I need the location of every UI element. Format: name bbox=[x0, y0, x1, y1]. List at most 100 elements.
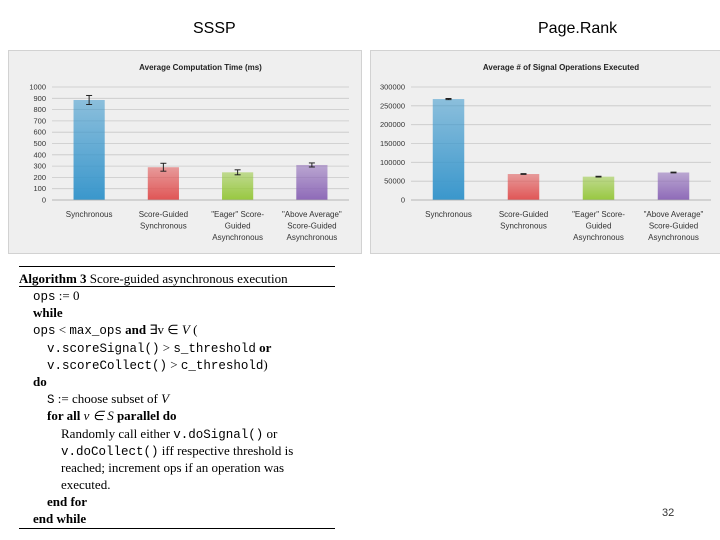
category-label-line: "Above Average" bbox=[282, 210, 342, 219]
category-label: Score-Guided Synchronous bbox=[499, 210, 548, 231]
y-tick-label: 700 bbox=[33, 116, 46, 125]
bar bbox=[147, 167, 179, 200]
sssp-computation-time-chart: Average Computation Time (ms) 0 100 200 300 4… bbox=[8, 50, 362, 254]
chart-title: Average # of Signal Operations Executed bbox=[483, 63, 639, 72]
algo-line-8: for all v ∈ S parallel do bbox=[19, 407, 293, 424]
y-tick-label: 100 bbox=[33, 184, 46, 193]
sssp-title: SSSP bbox=[193, 20, 236, 37]
algorithm-bottom-rule bbox=[19, 528, 335, 529]
y-tick-label: 600 bbox=[33, 128, 46, 137]
bar bbox=[657, 172, 690, 200]
algorithm-lines: ops := 0 while ops < max_ops and ∃v ∈ V … bbox=[19, 287, 293, 528]
category-label: Score-Guided Synchronous bbox=[139, 210, 188, 231]
kw-while: while bbox=[33, 305, 63, 321]
bar bbox=[432, 99, 465, 200]
or-text: or bbox=[266, 425, 278, 441]
y-tick-label: 200 bbox=[33, 173, 46, 182]
y-tick-label: 800 bbox=[33, 105, 46, 114]
category-label-line: Asynchronous bbox=[648, 233, 699, 242]
call-do-signal: v.doSignal() bbox=[173, 427, 264, 442]
category-label-line: Synchronous bbox=[425, 210, 472, 219]
algo-line-5: v.scoreCollect() > c_threshold) bbox=[19, 356, 293, 373]
algorithm-title: Score-guided asynchronous execution bbox=[89, 271, 288, 286]
kw-and: and bbox=[125, 322, 147, 338]
category-label-line: Score-Guided bbox=[287, 222, 336, 231]
category-label: "Above Average" Score-Guided Asynchronous bbox=[282, 210, 342, 242]
category-label-line: Asynchronous bbox=[573, 233, 624, 242]
var-V: V bbox=[181, 322, 190, 338]
var-max-ops: max_ops bbox=[69, 324, 122, 339]
category-label-line: Synchronous bbox=[500, 222, 547, 231]
category-label-line: Asynchronous bbox=[287, 233, 338, 242]
op-less-than: < bbox=[58, 322, 67, 338]
algo-line-13: end for bbox=[19, 493, 293, 510]
y-tick-label: 0 bbox=[401, 196, 405, 205]
y-tick-label: 300 bbox=[33, 162, 46, 171]
y-tick-label: 1000 bbox=[29, 83, 46, 92]
sssp-chart-svg: Average Computation Time (ms) 0 100 200 300 4… bbox=[29, 63, 349, 242]
algo-line-14: end while bbox=[19, 510, 293, 527]
randomly-call-text: Randomly call either bbox=[61, 425, 171, 441]
category-label: Synchronous bbox=[425, 210, 472, 219]
y-tick-label: 300000 bbox=[380, 83, 405, 92]
category-label-line: "Above Average" bbox=[644, 210, 704, 219]
algo-line-4: v.scoreSignal() > s_threshold or bbox=[19, 339, 293, 356]
var-s-threshold: s_threshold bbox=[173, 341, 256, 356]
op-greater-than: > bbox=[162, 339, 171, 355]
open-paren: ( bbox=[193, 322, 198, 338]
bar bbox=[507, 174, 540, 200]
call-score-collect: v.scoreCollect() bbox=[47, 358, 168, 373]
algorithm-caption-rule bbox=[19, 286, 335, 287]
y-tick-label: 0 bbox=[42, 196, 46, 205]
category-label-line: Score-Guided bbox=[499, 210, 548, 219]
y-tick-label: 400 bbox=[33, 150, 46, 159]
y-tick-label: 500 bbox=[33, 139, 46, 148]
algo-line-9: Randomly call either v.doSignal() or bbox=[19, 425, 293, 442]
algorithm-block: Algorithm 3 Score-guided asynchronous ex… bbox=[19, 266, 335, 530]
op-greater-than-2: > bbox=[170, 356, 178, 372]
category-label-line: Synchronous bbox=[140, 222, 187, 231]
pagerank-chart-svg: Average # of Signal Operations Executed 0… bbox=[380, 63, 711, 242]
algo-line-6: do bbox=[19, 373, 293, 390]
chart-title: Average Computation Time (ms) bbox=[139, 63, 262, 72]
v-in-S: v ∈ S bbox=[83, 408, 114, 424]
y-tick-label: 200000 bbox=[380, 120, 405, 129]
category-label: "Above Average" Score-Guided Asynchronous bbox=[644, 210, 704, 242]
category-label: Synchronous bbox=[66, 210, 113, 219]
kw-do: do bbox=[33, 373, 47, 389]
bar bbox=[222, 172, 254, 200]
y-tick-label: 250000 bbox=[380, 101, 405, 110]
var-S: S bbox=[47, 393, 55, 408]
iff-threshold-text: iff respective threshold is bbox=[161, 442, 294, 458]
kw-or: or bbox=[259, 339, 272, 355]
category-label-line: Score-Guided bbox=[649, 222, 698, 231]
category-label-line: "Eager" Score- bbox=[572, 210, 625, 219]
assign-zero: := 0 bbox=[58, 288, 80, 303]
algo-line-11: reached; increment ops if an operation w… bbox=[19, 459, 293, 476]
exists-v-in: ∃v ∈ bbox=[149, 322, 179, 338]
bar bbox=[73, 99, 105, 200]
algo-line-3: ops < max_ops and ∃v ∈ V ( bbox=[19, 321, 293, 338]
algo-line-12: executed. bbox=[19, 476, 293, 493]
category-label-line: Guided bbox=[225, 222, 251, 231]
bar bbox=[296, 164, 328, 200]
algorithm-caption: Algorithm 3 Score-guided asynchronous ex… bbox=[19, 270, 288, 287]
y-tick-label: 150000 bbox=[380, 139, 405, 148]
var-ops-cond: ops bbox=[33, 324, 56, 339]
pagerank-signal-operations-chart: Average # of Signal Operations Executed 0… bbox=[370, 50, 720, 254]
call-do-collect: v.doCollect() bbox=[61, 444, 159, 459]
y-tick-label: 50000 bbox=[384, 177, 405, 186]
category-label-line: Synchronous bbox=[66, 210, 113, 219]
category-label-line: Asynchronous bbox=[212, 233, 263, 242]
increment-ops-text: reached; increment ops if an operation w… bbox=[61, 459, 285, 475]
bar bbox=[582, 176, 615, 200]
y-tick-label: 100000 bbox=[380, 158, 405, 167]
category-label-line: Guided bbox=[586, 222, 612, 231]
category-label: "Eager" Score- Guided Asynchronous bbox=[572, 210, 625, 242]
var-c-threshold: c_threshold bbox=[180, 358, 264, 373]
page-number: 32 bbox=[662, 507, 675, 519]
algo-line-2: while bbox=[19, 304, 293, 321]
choose-subset-text: := choose subset of bbox=[57, 391, 158, 407]
algorithm-label: Algorithm 3 bbox=[19, 271, 87, 286]
kw-end-while: end while bbox=[33, 511, 87, 527]
